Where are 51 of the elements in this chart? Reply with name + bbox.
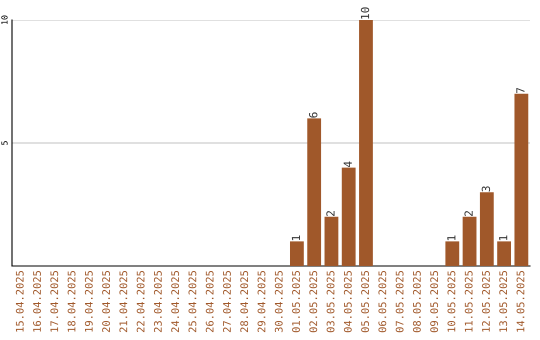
data-label: 2 [464,211,473,216]
x-tick-label: 02.05.2025 [309,271,318,332]
x-tick-label: 28.04.2025 [240,271,248,332]
data-label: 2 [326,211,335,216]
x-tick-label: 22.04.2025 [136,271,145,332]
x-tick-label: 14.05.2025 [516,271,524,332]
data-label: 10 [360,7,370,19]
x-tick-label: 11.05.2025 [464,271,473,332]
x-tick-label: 13.05.2025 [499,271,508,332]
bar [359,20,373,266]
data-label: 1 [447,235,456,240]
bar [514,94,528,266]
x-tick-label: 27.04.2025 [223,271,231,332]
x-tick-label: 10.05.2025 [447,271,456,332]
bar [342,168,356,266]
x-tick-label: 07.05.2025 [396,271,404,332]
bar [462,216,476,266]
x-tick-label: 06.05.2025 [378,271,386,332]
x-tick-label: 03.05.2025 [326,271,334,332]
x-tick-label: 23.04.2025 [154,271,162,332]
bar [480,192,494,266]
x-tick-label: 26.04.2025 [206,271,214,332]
x-tick-label: 21.04.2025 [119,271,128,332]
x-tick-label: 25.04.2025 [188,271,196,332]
x-tick-label: 04.05.2025 [344,271,352,332]
x-tick-label: 16.04.2025 [33,271,41,332]
data-label: 6 [309,112,318,118]
x-tick-label: 12.05.2025 [482,271,490,332]
data-label: 4 [344,161,352,168]
data-label: 7 [516,88,524,94]
data-label: 1 [292,235,300,240]
x-tick-label: 24.04.2025 [171,271,180,332]
x-tick-label: 29.04.2025 [258,271,266,332]
y-tick-label: 5 [1,141,8,145]
x-tick-label: 19.04.2025 [84,271,93,332]
x-tick-label: 05.05.2025 [361,271,370,332]
bar [307,118,322,266]
x-tick-label: 01.05.2025 [292,271,300,332]
x-tick-label: 09.05.2025 [430,271,438,332]
bar [497,241,512,266]
x-tick-label: 30.04.2025 [274,271,283,332]
data-label: 3 [482,186,490,192]
x-tick-label: 20.04.2025 [102,271,110,332]
x-tick-label: 15.04.2025 [16,271,24,332]
data-label: 1 [499,235,508,240]
bar [290,241,304,266]
x-tick-label: 17.04.2025 [50,271,58,332]
bar [324,216,338,266]
bar [445,241,460,266]
x-tick-label: 18.04.2025 [68,271,76,332]
x-tick-label: 08.05.2025 [412,271,421,332]
